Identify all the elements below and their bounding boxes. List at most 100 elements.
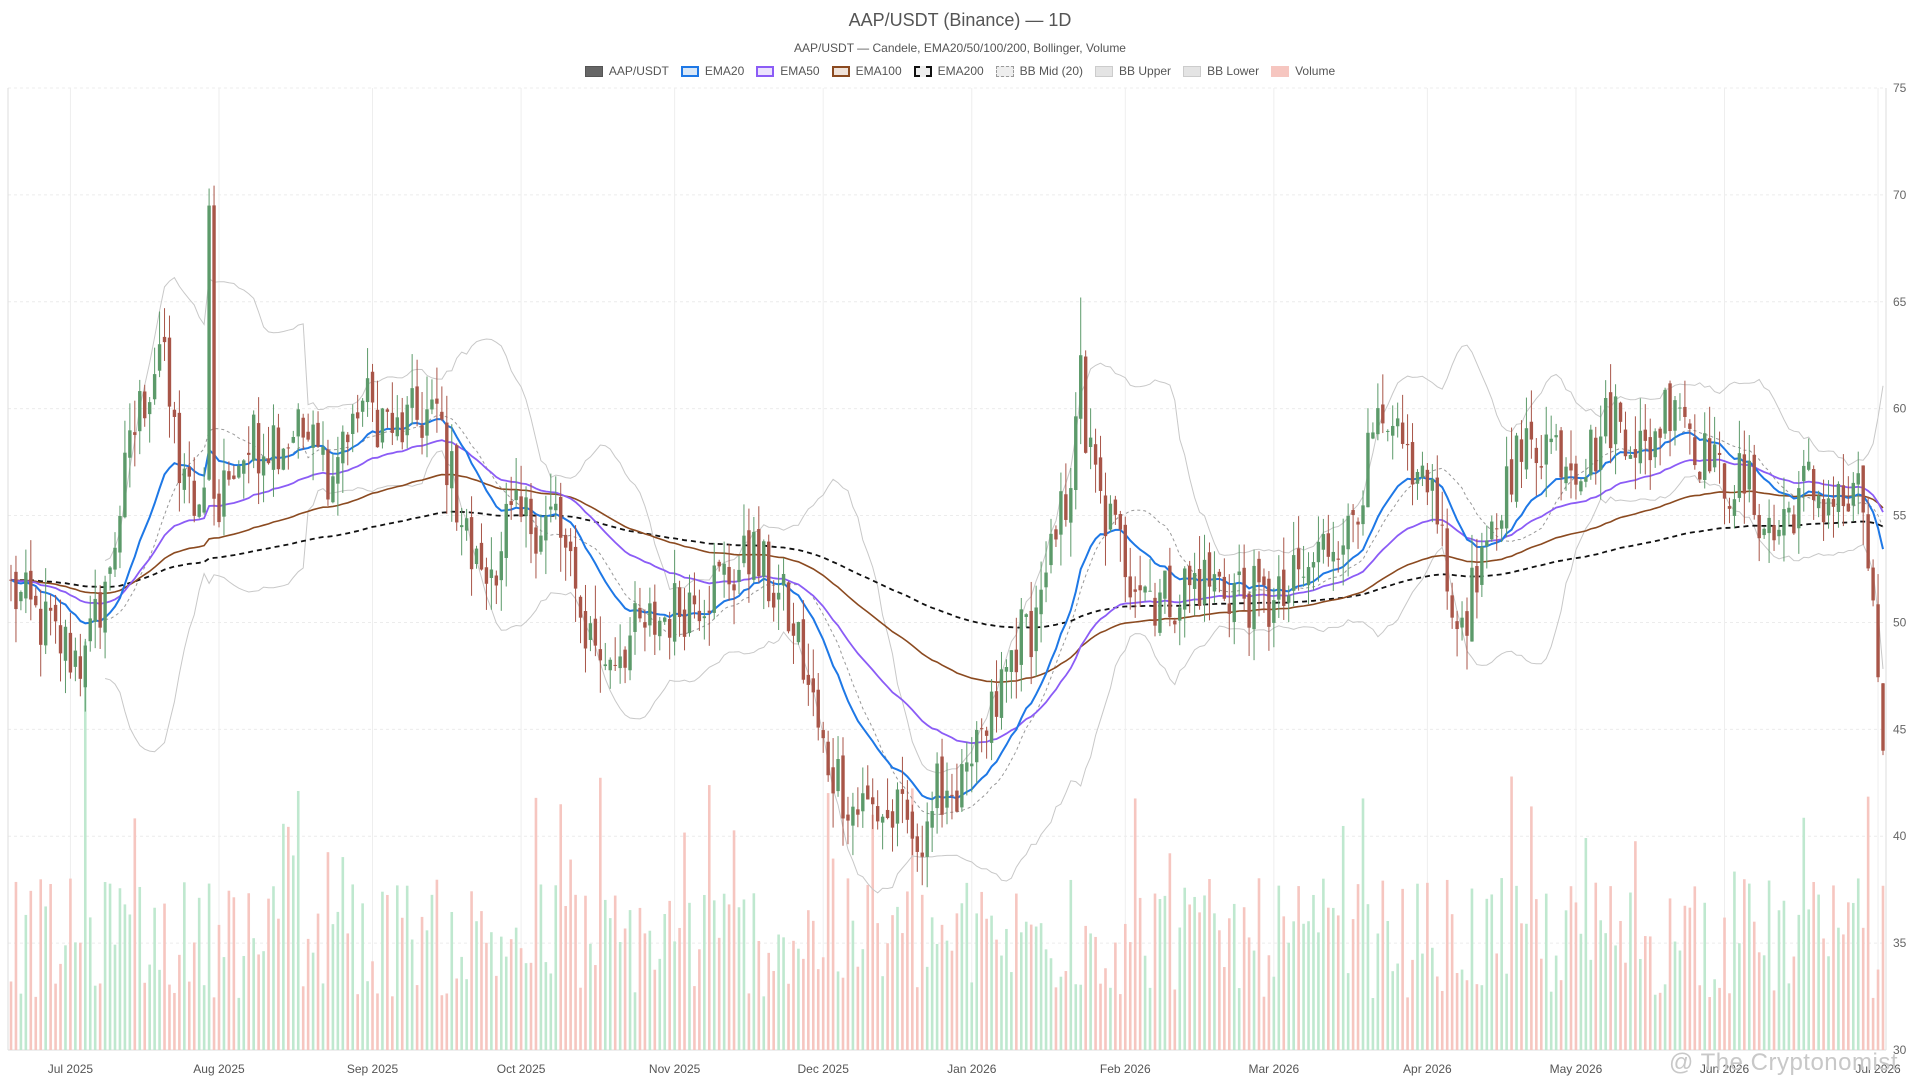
candle [1197, 536, 1202, 610]
candle [291, 430, 295, 444]
candle-body [445, 422, 449, 486]
candle-body [613, 664, 617, 666]
candle [1351, 504, 1355, 543]
candle [1415, 469, 1420, 500]
candle-body [573, 546, 578, 589]
chart-subtitle: AAP/USDT — Candele, EMA20/50/100/200, Bo… [794, 41, 1126, 55]
legend-item-volume[interactable]: Volume [1271, 64, 1335, 78]
candle [9, 564, 13, 602]
candle [1717, 431, 1722, 484]
candle-body [29, 570, 33, 600]
volume-bar [1391, 971, 1395, 1050]
candle-body [989, 691, 994, 743]
candle [1282, 537, 1286, 620]
volume-bar [995, 939, 998, 1050]
volume-bar [569, 859, 572, 1050]
candle-body [182, 468, 187, 490]
volume-bar [1871, 997, 1875, 1050]
volume-bar [1643, 936, 1647, 1050]
candle [73, 637, 78, 682]
volume-bar [1485, 898, 1489, 1050]
candle [544, 495, 548, 575]
candle [14, 555, 18, 643]
candle-body [1737, 453, 1742, 498]
candle-body [286, 447, 291, 449]
candle [767, 534, 771, 608]
candle-body [925, 821, 929, 857]
candle-body [1584, 476, 1588, 482]
candle-body [1524, 428, 1529, 470]
candle [1079, 297, 1083, 445]
volume-bar [1421, 953, 1424, 1050]
candle [321, 421, 325, 472]
candle [395, 395, 399, 441]
volume-bar [960, 903, 964, 1050]
x-tick-label: Apr 2026 [1403, 1062, 1452, 1076]
candle-body [370, 371, 375, 403]
legend-item-bb-mid[interactable]: BB Mid (20) [995, 64, 1083, 78]
volume-bar [856, 966, 860, 1050]
candle [469, 496, 474, 596]
volume-bar [1762, 955, 1766, 1050]
candle-body [1495, 528, 1499, 530]
candle [1242, 544, 1246, 611]
candle-body [152, 374, 157, 400]
volume-bar [1218, 930, 1221, 1050]
candle [672, 549, 677, 656]
candle [1881, 683, 1885, 756]
volume-bar [29, 890, 33, 1050]
legend-item-ema100[interactable]: EMA100 [831, 64, 902, 78]
candle-body [261, 456, 266, 476]
volume-bar [222, 957, 226, 1050]
candle-body [1603, 398, 1608, 437]
candle-body [1153, 597, 1157, 626]
candle-body [1767, 517, 1771, 534]
candle [1445, 508, 1449, 610]
candle-body [1291, 555, 1296, 591]
volume-bar [1594, 882, 1598, 1050]
candle [138, 379, 142, 455]
candle-body [890, 811, 895, 828]
volume-bar [1262, 996, 1266, 1050]
candle [781, 557, 786, 611]
candle-body [1881, 683, 1885, 751]
candle [1851, 472, 1855, 522]
volume-bar [98, 983, 102, 1050]
volume-bar [673, 941, 676, 1050]
candle [1138, 555, 1142, 607]
legend-item-bb-lower[interactable]: BB Lower [1183, 64, 1259, 78]
volume-bar [1698, 985, 1702, 1050]
candle-body [672, 583, 677, 642]
candle [385, 407, 390, 428]
candle [98, 585, 102, 649]
candle [747, 508, 751, 603]
candle-body [355, 412, 360, 419]
volume-bar [1530, 806, 1533, 1050]
volume-bar [1752, 921, 1756, 1050]
candle-body [1321, 534, 1326, 550]
legend-item-ema200[interactable]: EMA200 [913, 64, 984, 78]
candle [1846, 476, 1851, 512]
volume-bar [386, 894, 389, 1050]
candle-body [98, 592, 102, 628]
candle-body [1410, 442, 1415, 485]
legend-item-price[interactable]: AAP/USDT [584, 64, 669, 78]
candle [514, 458, 518, 507]
legend-item-bb-upper[interactable]: BB Upper [1095, 64, 1171, 78]
candle [658, 616, 662, 651]
candle-body [979, 728, 984, 730]
legend-item-ema20[interactable]: EMA20 [680, 64, 744, 78]
candle-body [316, 422, 320, 447]
volume-bar [346, 933, 350, 1050]
volume-bar [1876, 969, 1880, 1050]
legend-item-ema50[interactable]: EMA50 [756, 64, 820, 78]
candle-body [554, 503, 558, 511]
volume-bar [148, 964, 151, 1050]
candle [34, 587, 38, 608]
candle-body [712, 565, 716, 613]
candle-body [83, 645, 87, 688]
candle [103, 575, 107, 659]
candle [1430, 464, 1435, 523]
candle-body [653, 601, 657, 635]
